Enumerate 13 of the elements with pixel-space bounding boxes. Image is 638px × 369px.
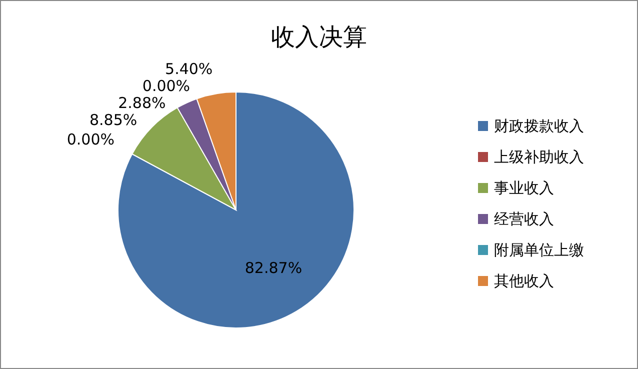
data-label: 5.40% <box>165 60 213 78</box>
data-label: 8.85% <box>90 110 138 129</box>
legend-label: 其他收入 <box>494 272 554 290</box>
data-label: 2.88% <box>118 94 166 112</box>
data-label: 82.87% <box>244 258 302 277</box>
chart-title: 收入决算 <box>271 23 367 51</box>
text: 0.00% <box>66 130 115 149</box>
legend-label: 附属单位上缴 <box>494 241 584 259</box>
legend-label: 事业收入 <box>494 179 554 197</box>
legend-label: 财政拨款收入 <box>494 117 584 135</box>
legend-label: 经营收入 <box>494 210 554 228</box>
text: 0.00% <box>142 76 190 95</box>
legend-label: 上级补助收入 <box>494 148 584 166</box>
